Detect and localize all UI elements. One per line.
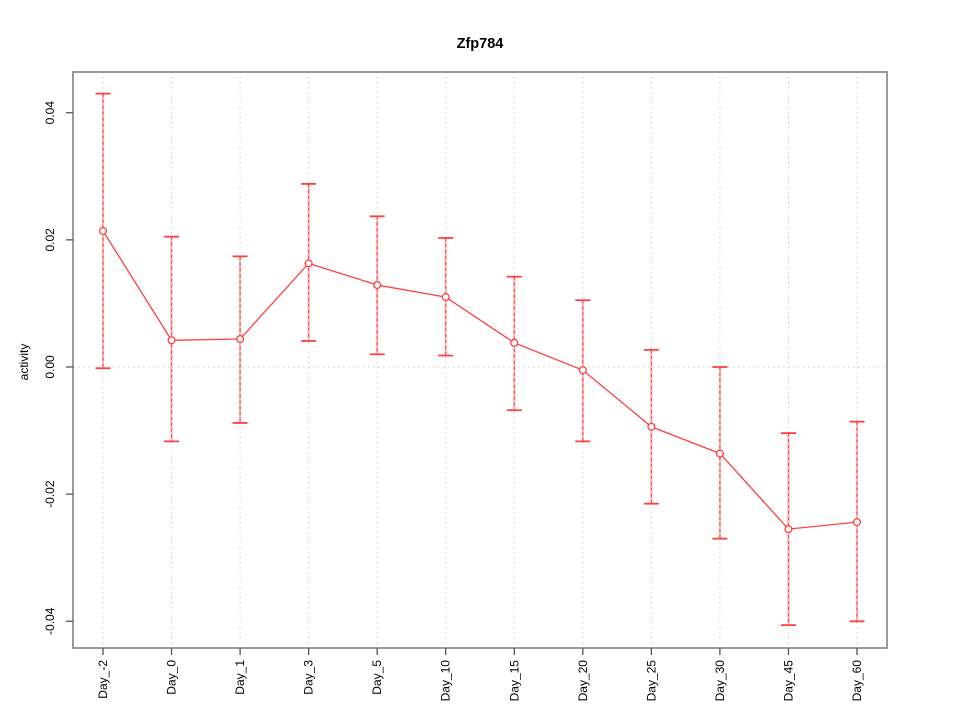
data-point xyxy=(578,366,587,375)
plot-frame xyxy=(72,71,888,649)
y-tick-label: -0.04 xyxy=(43,607,57,635)
y-tick-label: 0.02 xyxy=(43,228,57,252)
y-tick-label: 0.04 xyxy=(43,101,57,125)
data-point xyxy=(441,293,450,302)
data-point xyxy=(167,336,176,345)
y-tick-label: -0.02 xyxy=(43,480,57,508)
data-point xyxy=(98,226,108,235)
x-tick-label: Day_20 xyxy=(576,660,590,702)
series-line xyxy=(102,230,858,530)
y-tick-label: 0.00 xyxy=(43,355,57,379)
x-tick-label: Day_45 xyxy=(781,660,795,702)
data-point xyxy=(784,525,793,534)
x-tick-label: Day_3 xyxy=(302,660,316,695)
data-point xyxy=(510,338,519,347)
data-point xyxy=(373,280,382,290)
x-tick-label: Day_0 xyxy=(165,660,179,695)
x-tick-label: Day_15 xyxy=(507,660,521,702)
data-point xyxy=(715,449,724,458)
x-tick-label: Day_-2 xyxy=(96,660,110,699)
x-tick-label: Day_10 xyxy=(439,660,453,702)
x-tick-label: Day_30 xyxy=(713,660,727,702)
x-tick-label: Day_25 xyxy=(644,660,658,702)
x-tick-label: Day_1 xyxy=(233,660,247,695)
x-tick-label: Day_60 xyxy=(850,660,864,702)
data-point xyxy=(236,334,245,344)
data-point xyxy=(647,422,656,431)
chart-title: Zfp784 xyxy=(456,36,504,52)
data-point xyxy=(304,259,313,268)
data-point xyxy=(852,518,862,527)
x-tick-label: Day_5 xyxy=(370,660,384,695)
